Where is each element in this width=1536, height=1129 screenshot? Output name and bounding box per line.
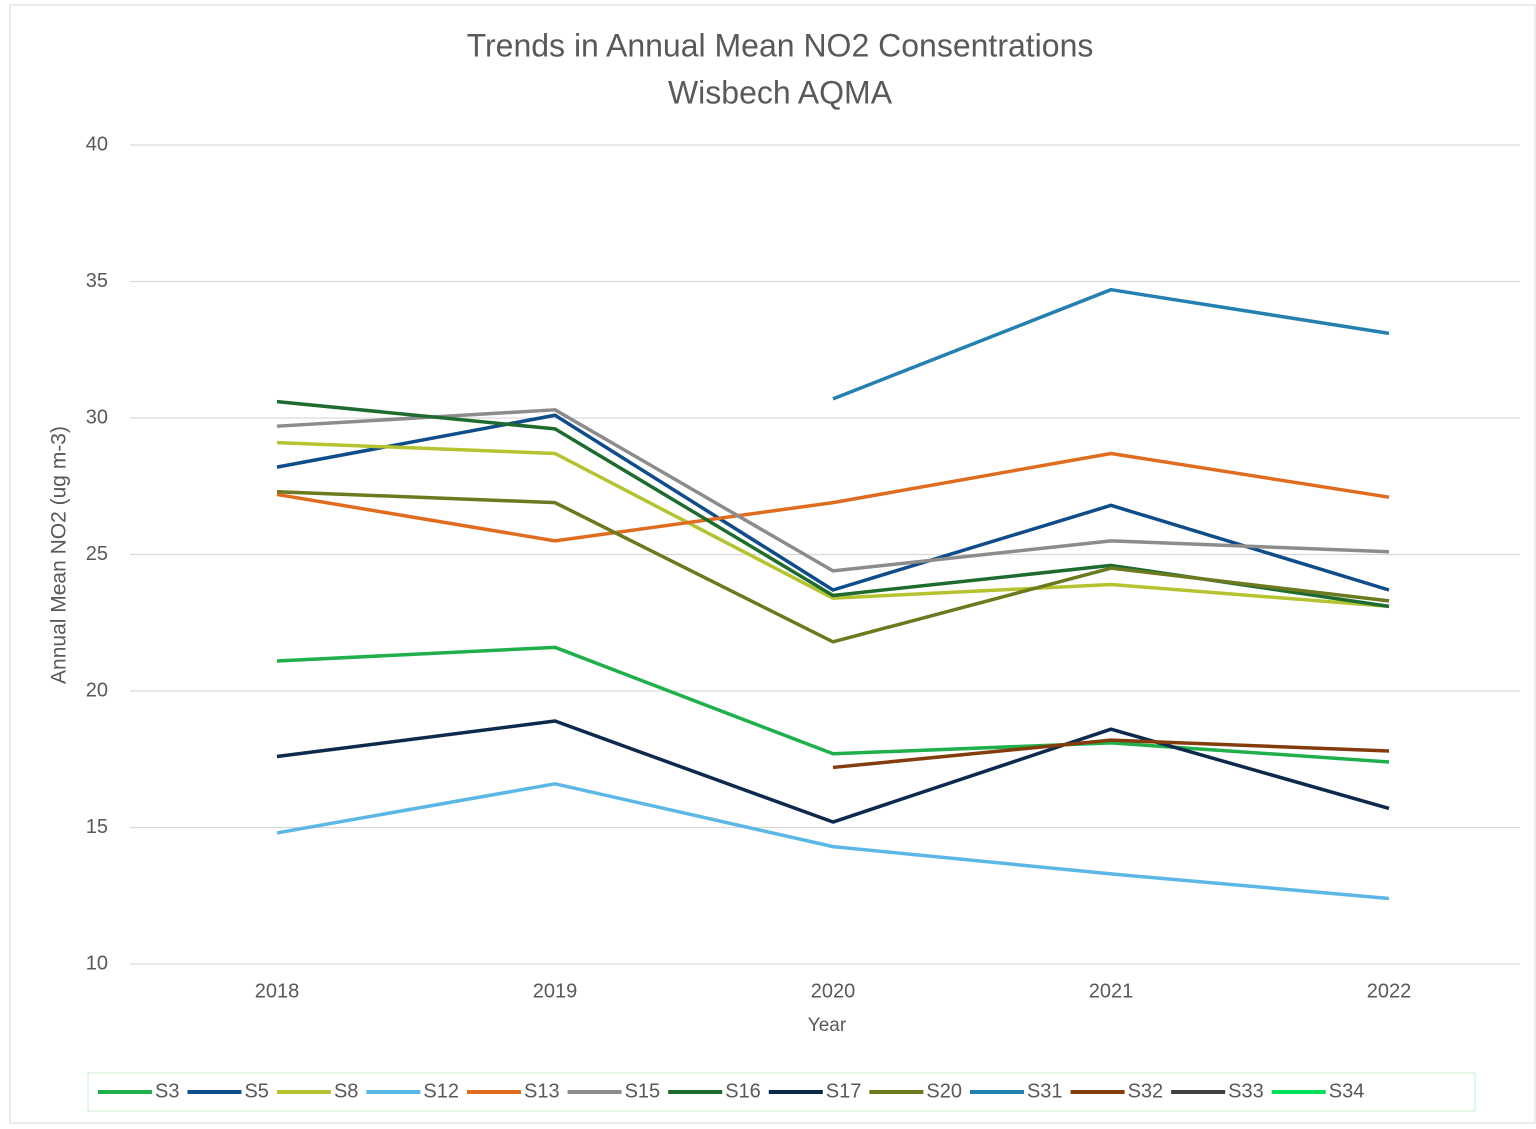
x-tick-label: 2018 bbox=[255, 980, 300, 1002]
legend-label: S15 bbox=[625, 1080, 661, 1102]
series-line bbox=[276, 719, 1390, 824]
legend-label: S16 bbox=[725, 1080, 761, 1102]
series-line bbox=[832, 287, 1390, 401]
y-tick-label: 25 bbox=[86, 543, 108, 565]
chart-subtitle: Wisbech AQMA bbox=[668, 74, 893, 110]
legend-label: S32 bbox=[1128, 1080, 1164, 1102]
y-tick-label: 40 bbox=[86, 133, 108, 155]
legend-label: S8 bbox=[334, 1080, 358, 1102]
legend-label: S12 bbox=[423, 1080, 459, 1102]
legend-label: S33 bbox=[1228, 1080, 1264, 1102]
legend-box bbox=[87, 1072, 1476, 1112]
series-line bbox=[276, 489, 1390, 644]
series-line bbox=[276, 440, 1390, 609]
chart-title: Trends in Annual Mean NO2 Consentrations bbox=[467, 27, 1094, 63]
legend-label: S31 bbox=[1027, 1080, 1063, 1102]
y-tick-label: 10 bbox=[86, 952, 108, 974]
y-tick-label: 20 bbox=[86, 679, 108, 701]
x-tick-label: 2021 bbox=[1089, 980, 1134, 1002]
chart-frame bbox=[9, 4, 1536, 1124]
series-line bbox=[276, 782, 1390, 901]
legend-label: S5 bbox=[244, 1080, 268, 1102]
x-axis-label: Year bbox=[808, 1015, 847, 1036]
series-line bbox=[276, 645, 1390, 764]
y-tick-label: 35 bbox=[86, 270, 108, 292]
legend-label: S13 bbox=[524, 1080, 560, 1102]
series-line bbox=[276, 413, 1390, 592]
legend-label: S20 bbox=[926, 1080, 962, 1102]
x-tick-label: 2022 bbox=[1367, 980, 1412, 1002]
y-tick-label: 30 bbox=[86, 406, 108, 428]
x-tick-label: 2019 bbox=[533, 980, 578, 1002]
x-tick-label: 2020 bbox=[811, 980, 856, 1002]
y-axis-label: Annual Mean NO2 (ug m-3) bbox=[48, 426, 71, 684]
series-line bbox=[832, 738, 1390, 770]
y-tick-label: 15 bbox=[86, 816, 108, 838]
series-line bbox=[276, 408, 1390, 573]
legend-label: S17 bbox=[826, 1080, 862, 1102]
series-line bbox=[276, 451, 1390, 543]
legend-label: S3 bbox=[155, 1080, 179, 1102]
legend-label: S34 bbox=[1329, 1080, 1365, 1102]
